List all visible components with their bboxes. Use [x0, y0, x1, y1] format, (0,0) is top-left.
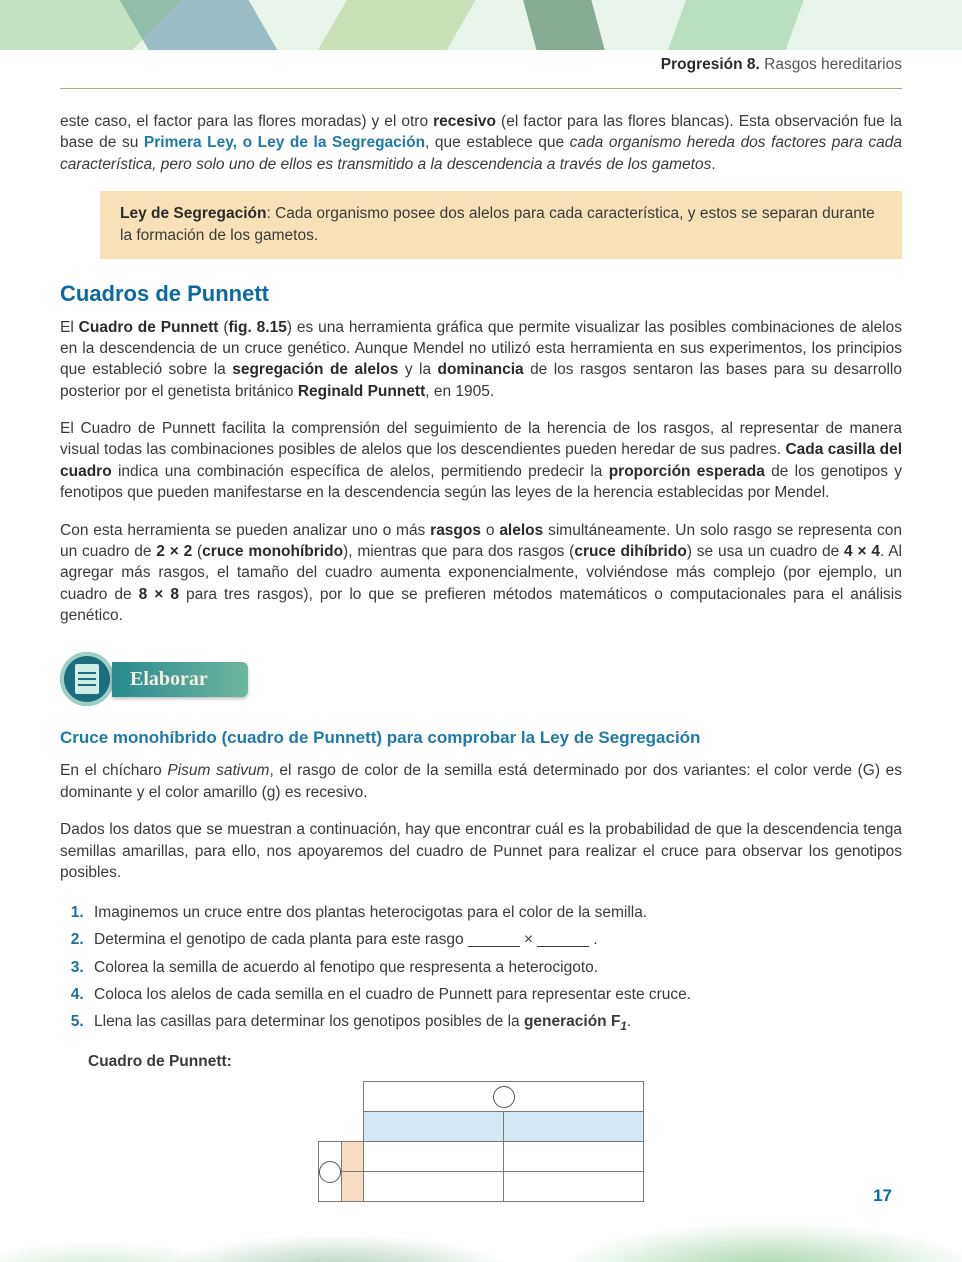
paragraph-6: Dados los datos que se muestran a contin… — [60, 819, 902, 883]
paragraph-2: El Cuadro de Punnett (fig. 8.15) es una … — [60, 317, 902, 403]
paragraph-5: En el chícharo Pisum sativum, el rasgo d… — [60, 760, 902, 803]
offspring-cell-1[interactable] — [364, 1142, 504, 1172]
top-decoration — [0, 0, 962, 50]
top-allele-1[interactable] — [364, 1112, 504, 1142]
clipboard-icon — [60, 652, 114, 706]
elaborate-banner: Elaborar — [60, 652, 902, 706]
step-5: Llena las casillas para determinar los g… — [88, 1008, 902, 1037]
page-number: 17 — [873, 1186, 892, 1206]
paragraph-4: Con esta herramienta se pueden analizar … — [60, 520, 902, 627]
header-rest: Rasgos hereditarios — [760, 56, 902, 73]
offspring-cell-3[interactable] — [364, 1172, 504, 1202]
running-header: Progresión 8. Rasgos hereditarios — [60, 56, 902, 89]
first-law-link: Primera Ley, o Ley de la Segregación — [144, 134, 425, 151]
subheading-monohybrid: Cruce monohíbrido (cuadro de Punnett) pa… — [60, 728, 902, 748]
paragraph-1: este caso, el factor para las flores mor… — [60, 111, 902, 175]
seed-circle-icon — [319, 1161, 341, 1183]
offspring-cell-4[interactable] — [504, 1172, 644, 1202]
left-parent-gamete — [319, 1142, 342, 1202]
top-allele-2[interactable] — [504, 1112, 644, 1142]
step-3: Colorea la semilla de acuerdo al fenotip… — [88, 954, 902, 981]
top-parent-gamete — [364, 1082, 644, 1112]
steps-list: Imaginemos un cruce entre dos plantas he… — [88, 899, 902, 1037]
seed-circle-icon — [493, 1086, 515, 1108]
step-2: Determina el genotipo de cada planta par… — [88, 926, 902, 953]
section-heading-punnett: Cuadros de Punnett — [60, 281, 902, 307]
paragraph-3: El Cuadro de Punnett facilita la compren… — [60, 418, 902, 504]
left-allele-2[interactable] — [342, 1172, 364, 1202]
step-1: Imaginemos un cruce entre dos plantas he… — [88, 899, 902, 926]
step-4: Coloca los alelos de cada semilla en el … — [88, 981, 902, 1008]
elaborate-label: Elaborar — [112, 662, 248, 697]
header-bold: Progresión 8. — [661, 56, 760, 73]
offspring-cell-2[interactable] — [504, 1142, 644, 1172]
left-allele-1[interactable] — [342, 1142, 364, 1172]
segregation-law-callout: Ley de Segregación: Cada organismo posee… — [100, 191, 902, 258]
punnett-table-title: Cuadro de Punnett: — [88, 1053, 902, 1071]
bottom-decoration — [0, 1214, 962, 1262]
punnett-square — [60, 1081, 902, 1202]
